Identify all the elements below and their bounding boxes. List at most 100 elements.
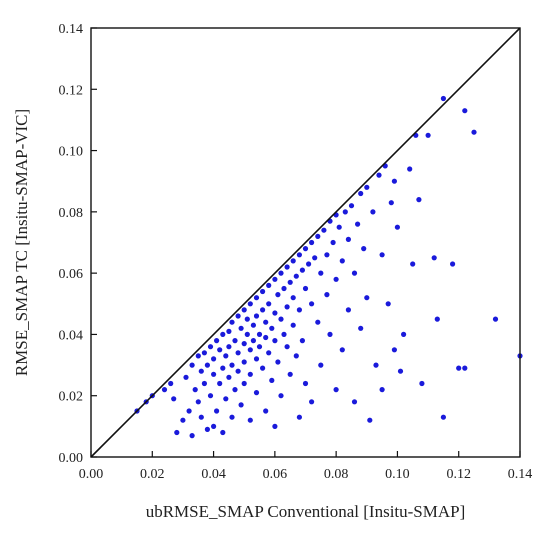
data-point <box>272 338 278 344</box>
y-tick-label: 0.02 <box>59 390 84 405</box>
data-point <box>211 356 217 362</box>
data-point <box>235 368 241 374</box>
data-point <box>351 270 358 276</box>
data-point <box>250 322 256 328</box>
data-point <box>345 236 351 242</box>
data-point <box>201 350 207 356</box>
y-tick-label: 0.10 <box>59 145 84 160</box>
data-point <box>425 132 431 138</box>
data-point <box>364 295 370 301</box>
data-point <box>318 270 324 276</box>
data-point <box>302 285 309 292</box>
y-tick-label: 0.04 <box>59 328 84 343</box>
data-point <box>266 282 272 288</box>
data-point <box>284 304 290 310</box>
data-point <box>299 338 305 344</box>
data-point <box>278 316 284 322</box>
x-tick-label: 0.12 <box>446 467 471 482</box>
data-point <box>306 261 312 267</box>
data-point <box>214 408 220 414</box>
data-point <box>287 371 293 377</box>
data-point <box>247 417 253 423</box>
data-point <box>293 353 299 359</box>
x-tick-label: 0.00 <box>79 467 104 482</box>
data-point <box>269 325 275 331</box>
data-point <box>278 270 284 276</box>
data-point <box>174 429 180 436</box>
data-point <box>416 197 422 203</box>
data-point <box>358 325 364 331</box>
data-point <box>302 380 309 387</box>
data-point <box>250 338 256 344</box>
data-point <box>333 276 339 282</box>
data-point <box>321 227 327 233</box>
data-point <box>361 246 367 252</box>
data-point <box>281 285 287 292</box>
data-point <box>223 396 229 402</box>
data-point <box>220 331 226 337</box>
data-point <box>226 344 232 350</box>
data-point <box>336 224 342 230</box>
data-point <box>367 417 373 423</box>
data-point <box>358 190 364 197</box>
data-point <box>214 338 220 344</box>
data-point <box>238 325 244 331</box>
data-point <box>253 313 260 319</box>
data-point <box>266 350 272 356</box>
data-point <box>235 313 241 319</box>
data-point <box>198 368 204 374</box>
data-point <box>238 402 244 408</box>
data-point <box>161 387 168 393</box>
data-point <box>229 319 235 325</box>
data-point <box>345 307 351 313</box>
data-point <box>419 380 425 387</box>
x-tick-label: 0.10 <box>385 467 410 482</box>
data-point <box>207 393 214 399</box>
data-point <box>376 172 382 178</box>
data-point <box>275 292 281 298</box>
x-tick-label: 0.08 <box>324 467 349 482</box>
data-point <box>244 331 250 337</box>
data-point <box>440 95 446 102</box>
data-point <box>220 429 226 436</box>
data-point <box>195 353 201 359</box>
data-point <box>266 301 272 307</box>
data-point <box>299 267 305 273</box>
data-point <box>290 258 296 264</box>
x-tick-label: 0.06 <box>263 467 288 482</box>
data-point <box>315 233 321 239</box>
data-point <box>309 239 315 246</box>
x-tick-label: 0.02 <box>140 467 165 482</box>
data-point <box>327 331 333 337</box>
data-point <box>171 396 177 402</box>
y-axis-title: RMSE_SMAP TC [Insitu-SMAP-VIC] <box>12 109 31 376</box>
data-point <box>211 423 217 429</box>
data-point <box>296 414 302 420</box>
data-point <box>272 423 278 429</box>
data-point <box>431 255 437 261</box>
data-point <box>351 399 358 405</box>
data-point <box>302 246 309 252</box>
data-point <box>296 307 302 313</box>
data-point <box>232 338 238 344</box>
data-point <box>183 374 189 380</box>
data-point <box>290 295 296 301</box>
data-point <box>275 359 281 365</box>
data-point <box>284 264 290 270</box>
data-point <box>269 377 275 383</box>
points-layer <box>134 95 523 439</box>
data-point <box>456 365 462 371</box>
data-point <box>391 347 397 353</box>
y-tick-label: 0.00 <box>59 451 84 466</box>
data-point <box>217 347 223 353</box>
data-point <box>407 166 413 172</box>
y-axis: 0.00 0.02 0.04 0.06 0.08 0.10 0.12 0.14 <box>59 22 97 466</box>
data-point <box>391 178 397 184</box>
data-point <box>281 331 287 337</box>
data-point <box>253 295 260 301</box>
data-point <box>462 365 468 371</box>
data-point <box>293 273 299 279</box>
data-point <box>256 331 263 337</box>
x-tick-label: 0.14 <box>508 467 533 482</box>
data-point <box>348 203 355 209</box>
